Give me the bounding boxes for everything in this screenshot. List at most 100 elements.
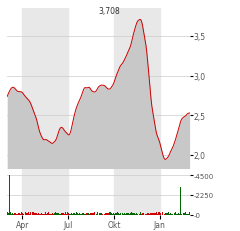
Bar bbox=[53, 214, 54, 215]
Bar bbox=[62, 213, 63, 215]
Bar bbox=[184, 213, 185, 215]
Bar bbox=[181, 214, 182, 215]
Bar bbox=[183, 213, 184, 215]
Bar bbox=[35, 213, 36, 215]
Bar bbox=[54, 213, 55, 215]
Bar bbox=[83, 213, 84, 215]
Bar bbox=[22, 213, 23, 215]
Bar bbox=[81, 214, 82, 215]
Bar bbox=[60, 214, 61, 215]
Bar bbox=[27, 213, 28, 215]
Bar bbox=[69, 214, 70, 215]
Bar bbox=[135, 214, 136, 215]
Bar bbox=[132, 213, 133, 215]
Bar bbox=[92, 213, 93, 215]
Bar bbox=[155, 213, 156, 215]
Bar bbox=[88, 213, 89, 215]
Bar bbox=[46, 214, 47, 215]
Bar bbox=[41, 213, 42, 215]
Bar bbox=[188, 213, 189, 215]
Bar bbox=[145, 214, 146, 215]
Bar bbox=[170, 213, 171, 215]
Bar bbox=[107, 213, 108, 215]
Bar bbox=[136, 213, 137, 215]
Bar bbox=[153, 213, 154, 215]
Bar bbox=[105, 213, 106, 215]
Bar bbox=[185, 212, 186, 215]
Bar bbox=[36, 213, 37, 215]
Bar bbox=[152, 213, 153, 215]
Bar bbox=[186, 214, 187, 215]
Bar bbox=[56, 213, 57, 215]
Bar bbox=[45, 213, 46, 215]
Bar bbox=[154, 213, 155, 215]
Bar bbox=[142, 213, 143, 215]
Bar bbox=[118, 213, 119, 215]
Bar bbox=[25, 213, 26, 215]
Bar bbox=[126, 213, 127, 215]
Bar bbox=[38, 213, 39, 215]
Bar bbox=[21, 213, 22, 215]
Bar bbox=[180, 214, 181, 215]
Bar bbox=[122, 213, 123, 215]
Bar bbox=[78, 214, 79, 215]
Bar bbox=[76, 212, 77, 215]
Bar bbox=[48, 212, 49, 215]
Bar bbox=[150, 213, 151, 215]
Bar bbox=[128, 213, 129, 215]
Bar bbox=[160, 213, 161, 215]
Bar bbox=[52, 213, 53, 215]
Bar bbox=[176, 214, 177, 215]
Bar bbox=[99, 213, 100, 215]
Bar bbox=[94, 213, 95, 215]
Bar bbox=[18, 213, 19, 215]
Bar bbox=[167, 213, 168, 215]
Bar bbox=[17, 214, 18, 215]
Bar bbox=[34, 212, 35, 215]
Bar bbox=[90, 213, 91, 215]
Bar bbox=[80, 214, 81, 215]
Bar bbox=[108, 214, 109, 215]
Bar bbox=[114, 214, 115, 215]
Bar bbox=[91, 213, 92, 215]
Bar bbox=[26, 213, 27, 215]
Bar bbox=[147, 213, 148, 215]
Bar bbox=[112, 214, 113, 215]
Bar bbox=[124, 213, 125, 215]
Bar bbox=[125, 214, 126, 215]
Bar bbox=[106, 213, 107, 215]
Bar bbox=[119, 213, 120, 215]
Bar bbox=[164, 214, 165, 215]
Bar bbox=[33, 213, 34, 215]
Bar bbox=[79, 214, 80, 215]
Bar bbox=[159, 213, 160, 215]
Bar bbox=[104, 214, 105, 215]
Bar bbox=[120, 213, 121, 215]
Bar bbox=[8, 213, 9, 215]
Bar bbox=[133, 213, 134, 215]
Bar bbox=[95, 214, 96, 215]
Bar bbox=[74, 213, 75, 215]
Bar bbox=[68, 213, 69, 215]
Bar bbox=[28, 213, 29, 215]
Bar bbox=[114, 169, 160, 215]
Bar bbox=[77, 213, 78, 215]
Bar bbox=[168, 212, 169, 215]
Bar bbox=[10, 212, 11, 215]
Bar bbox=[166, 213, 167, 215]
Bar bbox=[179, 214, 180, 215]
Bar bbox=[189, 213, 190, 215]
Bar bbox=[11, 214, 12, 215]
Bar bbox=[32, 212, 33, 215]
Bar bbox=[172, 214, 173, 215]
Bar bbox=[67, 212, 68, 215]
Bar bbox=[40, 214, 41, 215]
Bar bbox=[29, 214, 30, 215]
Bar bbox=[13, 214, 14, 215]
Bar bbox=[57, 213, 58, 215]
Bar bbox=[149, 214, 150, 215]
Bar bbox=[115, 213, 116, 215]
Bar bbox=[64, 214, 65, 215]
Bar bbox=[101, 213, 102, 215]
Bar bbox=[9, 176, 10, 215]
